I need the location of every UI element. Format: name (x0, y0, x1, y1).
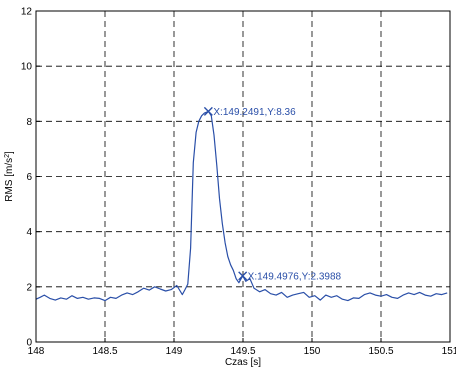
annotations: X:149.2491,Y:8.36 X:149.4976,Y:2.3988 (203, 106, 342, 282)
x-tick-label: 150 (304, 346, 321, 357)
y-tick-label: 0 (26, 338, 32, 349)
x-tick-label: 150.5 (368, 346, 393, 357)
datatip-label: X:149.2491,Y:8.36 (213, 107, 296, 118)
y-tick-label: 10 (21, 62, 33, 73)
y-tick-label: 12 (21, 7, 33, 18)
series-layer (35, 110, 448, 302)
x-tick-label: 149.5 (230, 346, 255, 357)
y-tick-label: 4 (26, 227, 32, 238)
x-tick-label: 148 (28, 346, 45, 357)
datatip-label: X:149.4976,Y:2.3988 (248, 271, 342, 282)
x-tick-label: 151 (442, 346, 456, 357)
datatip-marker (238, 271, 248, 281)
grid-lines (36, 11, 450, 342)
y-tick-label: 2 (26, 282, 32, 293)
y-axis-label: RMS [m/s2] (4, 151, 16, 202)
y-tick-label: 6 (26, 172, 32, 183)
axis-ticks: 148 148.5 149 149.5 150 150.5 151 0 2 4 6 8 10 12 (21, 7, 456, 358)
y-tick-label: 8 (26, 117, 32, 128)
datatip-marker (203, 106, 213, 116)
y-axis-label-sup: 2 (4, 154, 11, 158)
x-tick-label: 149 (166, 346, 183, 357)
y-axis-label-main: RMS [m/s (4, 158, 15, 202)
x-axis-label: Czas [s] (225, 357, 261, 367)
rms-series-line (35, 110, 448, 302)
y-axis-label-tail: ] (4, 151, 15, 154)
x-tick-label: 148.5 (92, 346, 117, 357)
